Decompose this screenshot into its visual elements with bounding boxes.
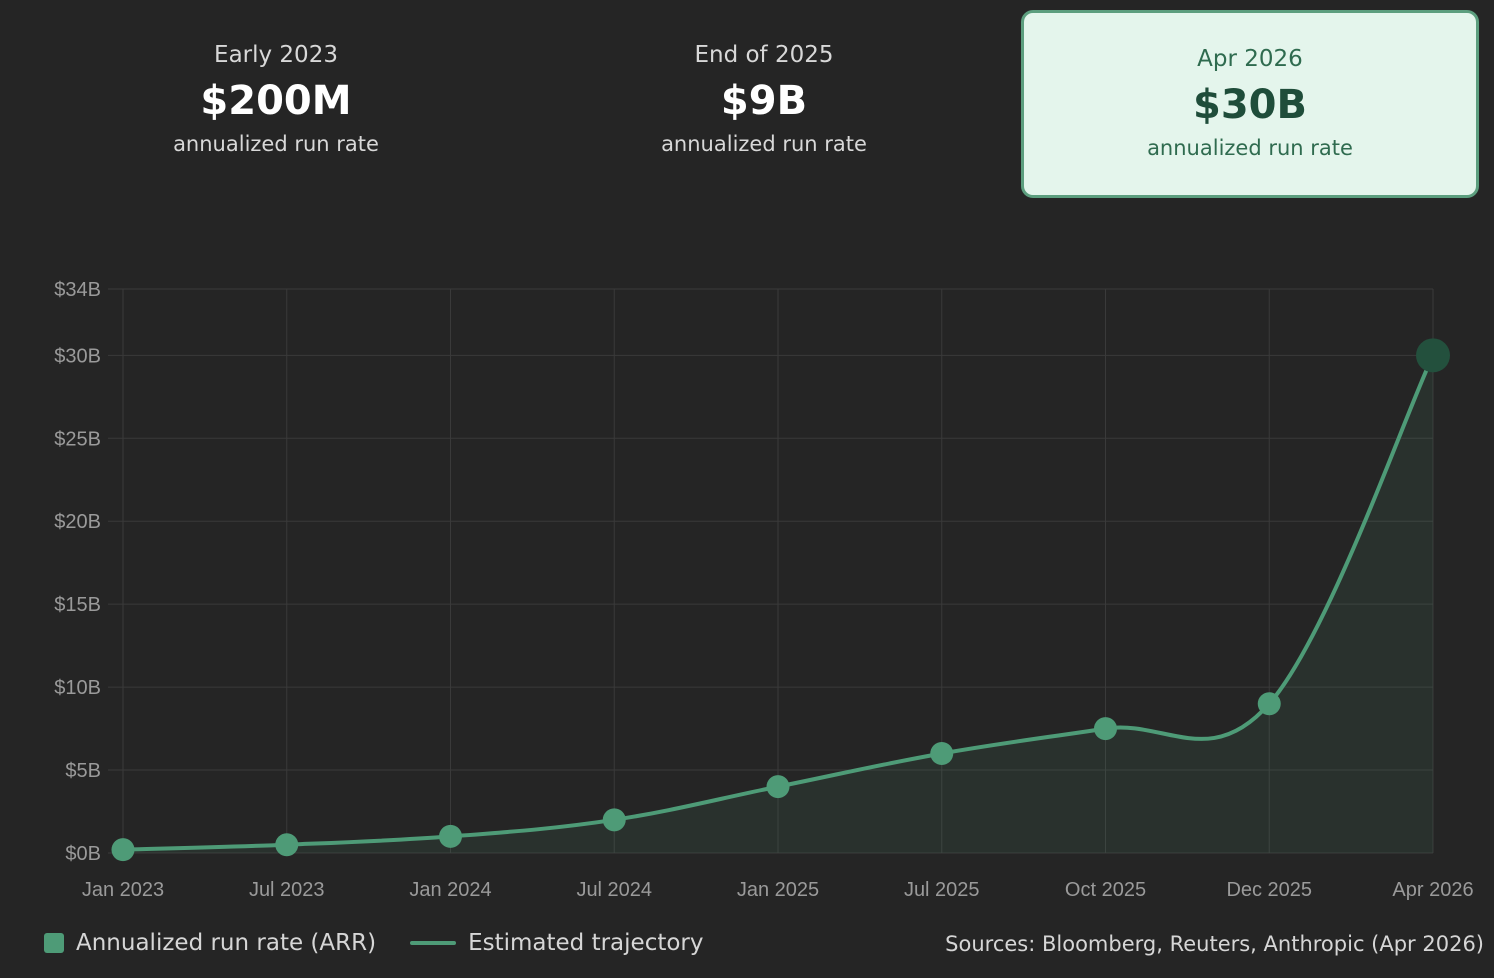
stat-period: Apr 2026: [1197, 46, 1303, 72]
arr-line-chart: $0B $5B $10B $15B $20B $25B $30B $34B Jan 2023 Ju…: [54, 279, 1473, 901]
legend-trajectory-line-icon: [410, 941, 457, 945]
y-tick-label: $5B: [65, 760, 101, 782]
x-tick-label: Apr 2026: [1392, 879, 1473, 901]
x-tick-label: Jul 2023: [249, 879, 325, 901]
x-tick-label: Jul 2025: [904, 879, 980, 901]
data-point-highlight: [1416, 338, 1450, 373]
x-tick-label: Dec 2025: [1226, 879, 1312, 901]
data-point: [1257, 692, 1281, 716]
data-point: [602, 808, 626, 832]
data-point: [1094, 717, 1117, 741]
stat-period: End of 2025: [694, 42, 834, 68]
y-tick-label: $20B: [54, 511, 101, 533]
y-tick-label: $34B: [54, 279, 101, 301]
sources-note: Sources: Bloomberg, Reuters, Anthropic (…: [945, 932, 1484, 956]
stat-caption: annualized run rate: [1147, 136, 1353, 160]
chart-data-points: [111, 338, 1450, 862]
y-tick-label: $25B: [54, 428, 101, 450]
stat-caption: annualized run rate: [173, 132, 379, 156]
chart-axis-labels: $0B $5B $10B $15B $20B $25B $30B $34B Jan 2023 Ju…: [54, 279, 1473, 901]
legend-trajectory-label: Estimated trajectory: [468, 930, 704, 956]
stat-period: Early 2023: [214, 42, 338, 68]
stat-card-early-2023: Early 2023 $200M annualized run rate: [118, 42, 434, 156]
legend-arr-label: Annualized run rate (ARR): [76, 930, 377, 956]
stat-card-apr-2026-highlighted: Apr 2026 $30B annualized run rate: [1021, 10, 1479, 198]
stat-value: $200M: [200, 78, 352, 124]
x-tick-label: Jul 2024: [576, 879, 652, 901]
stat-card-end-2025: End of 2025 $9B annualized run rate: [606, 42, 922, 156]
stat-value: $30B: [1193, 82, 1307, 128]
data-point: [439, 824, 462, 848]
y-tick-label: $10B: [54, 677, 101, 699]
chart-legend: Annualized run rate (ARR) Estimated traj…: [44, 930, 704, 956]
chart-grid: [108, 288, 1434, 854]
data-point: [111, 838, 135, 862]
x-tick-label: Jan 2025: [737, 879, 819, 901]
data-point: [275, 833, 299, 857]
stat-caption: annualized run rate: [661, 132, 867, 156]
y-tick-label: $30B: [54, 345, 101, 367]
y-tick-label: $0B: [65, 843, 101, 865]
x-tick-label: Jan 2023: [82, 879, 164, 901]
y-tick-label: $15B: [54, 594, 101, 616]
data-point: [930, 741, 954, 765]
x-tick-label: Oct 2025: [1065, 879, 1146, 901]
stat-value: $9B: [720, 78, 808, 124]
data-point: [766, 775, 790, 799]
legend-arr-swatch: [44, 933, 64, 953]
x-tick-label: Jan 2024: [409, 879, 491, 901]
